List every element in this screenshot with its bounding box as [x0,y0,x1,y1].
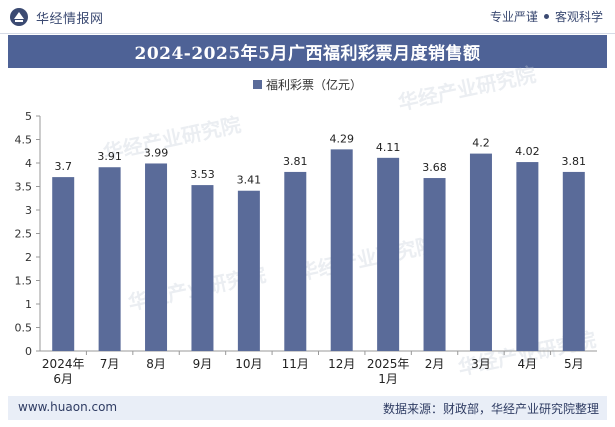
bar [284,171,307,351]
chart-legend: 福利彩票（亿元） [0,76,615,93]
y-tick-label: 3 [25,204,32,217]
footer-source: 数据来源：财政部，华经产业研究院整理 [382,402,599,416]
bar-value-label: 4.11 [376,141,401,154]
y-tick-label: 4 [25,157,32,170]
x-tick-label: 3月 [471,357,491,371]
x-tick-label-line: 8月 [146,357,166,371]
bar-value-label: 4.02 [515,145,540,158]
x-tick-label: 4月 [518,357,538,371]
y-tick-label: 4.5 [15,134,33,147]
bar [423,178,446,351]
bar-value-label: 3.81 [283,155,308,168]
slogan-right: 客观科学 [554,10,603,24]
legend-swatch [252,80,262,89]
x-tick-label-line: 2月 [425,357,445,371]
bar [52,177,75,351]
bar [377,157,400,351]
x-tick-label: 11月 [282,357,309,371]
x-tick-label-line: 12月 [328,357,355,371]
x-tick-label: 2025年 1月 [367,357,410,386]
x-tick-label: 7月 [100,357,120,371]
bar-value-label: 3.91 [97,150,122,163]
bar [330,149,353,351]
x-tick-label-line: 1月 [378,372,398,386]
bar-value-label: 3.99 [144,146,169,159]
bar [237,190,260,351]
y-tick-label: 1 [25,298,32,311]
slogan: 专业严谨 客观科学 [490,8,603,25]
chart-title: 2024-2025年5月广西福利彩票月度销售额 [134,44,481,64]
bar-value-label: 3.41 [237,174,262,187]
y-tick-label: 1.5 [15,275,33,288]
x-tick-label-line: 9月 [193,357,213,371]
x-tick-label-line: 2025年 [367,357,410,371]
watermark-text: 华经产业研究院 [396,62,538,115]
x-tick-label: 9月 [193,357,213,371]
bar-value-label: 3.68 [422,161,447,174]
bar-value-label: 3.7 [54,160,72,173]
slogan-dot-icon [543,14,549,19]
bar [191,185,214,351]
x-tick-label-line: 6月 [53,372,73,386]
x-tick-label-line: 11月 [282,357,309,371]
y-tick-label: 0 [25,345,32,358]
bar-value-label: 4.29 [329,132,354,145]
y-tick-label: 3.5 [15,181,33,194]
x-tick-label-line: 10月 [235,357,262,371]
bar [98,167,121,351]
bar [562,171,585,351]
x-tick-label: 2024年 6月 [42,357,85,386]
y-tick-label: 2 [25,251,32,264]
watermark-text: 华经产业研究院 [296,232,438,285]
x-tick-label-line: 7月 [100,357,120,371]
top-bar: 华经情报网 专业严谨 客观科学 [0,0,615,34]
slogan-left: 专业严谨 [489,10,538,24]
bar-value-label: 3.53 [190,168,215,181]
x-tick-label-line: 5月 [564,357,584,371]
x-tick-label: 12月 [328,357,355,371]
x-tick-label: 2月 [425,357,445,371]
bar [145,163,168,351]
brand-logo-icon [10,8,28,26]
x-tick-label: 5月 [564,357,584,371]
y-tick-label: 5 [25,110,32,123]
x-tick-label-line: 4月 [518,357,538,371]
y-tick-label: 2.5 [15,228,33,241]
x-tick-label: 10月 [235,357,262,371]
footer: www.huaon.com 数据来源：财政部，华经产业研究院整理 [8,396,607,420]
footer-site: www.huaon.com [18,400,118,414]
x-tick-label: 8月 [146,357,166,371]
brand-name: 华经情报网 [36,12,104,27]
x-tick-label-line: 2024年 [42,357,85,371]
y-tick-label: 0.5 [15,322,33,335]
watermark-text: 华经产业研究院 [101,112,243,165]
bar-value-label: 4.2 [472,137,490,150]
bar [469,153,492,351]
bar-value-label: 3.81 [562,155,587,168]
x-tick-label-line: 3月 [471,357,491,371]
chart-title-bar: 2024-2025年5月广西福利彩票月度销售额 [8,35,607,68]
legend-label: 福利彩票（亿元） [265,78,362,92]
bar [516,162,539,351]
